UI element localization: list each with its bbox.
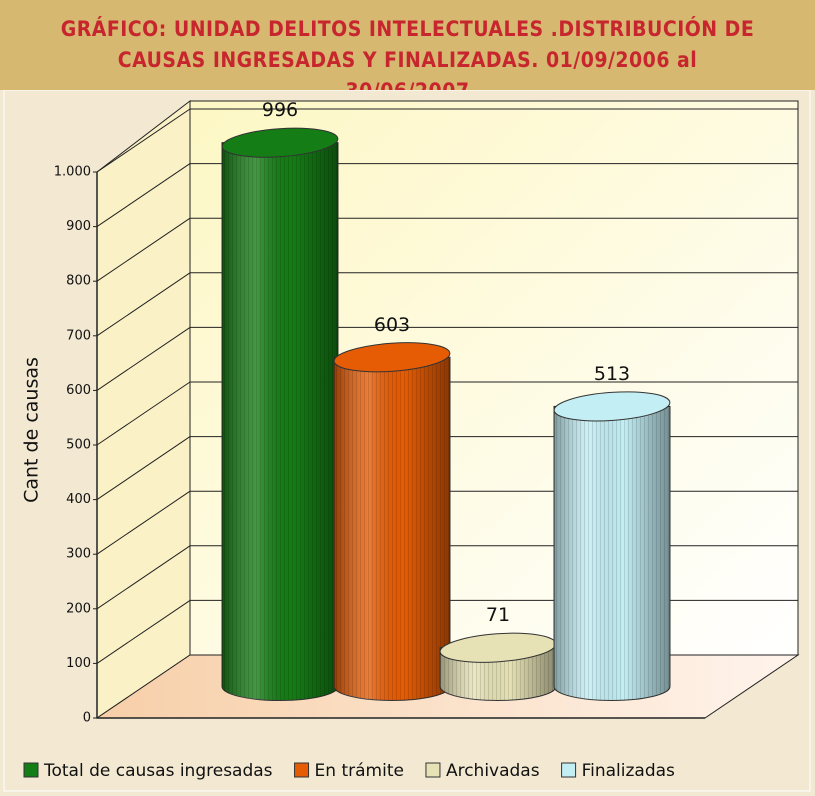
data-label: 996 (262, 99, 298, 121)
y-tick-label: 400 (66, 492, 91, 507)
legend-swatch (294, 762, 310, 778)
legend-swatch (425, 762, 441, 778)
grid-line (96, 326, 191, 391)
grid-line (96, 163, 191, 228)
data-label: 71 (486, 604, 510, 626)
grid-line (96, 436, 191, 501)
bar-stripes (334, 357, 450, 701)
y-tick-label: 900 (66, 219, 91, 234)
grid-line (96, 545, 191, 610)
left-wall (96, 99, 191, 719)
data-label: 603 (374, 314, 410, 336)
y-tick-label: 800 (66, 274, 91, 289)
legend-swatch (23, 762, 39, 778)
chart-title: GRÁFICO: UNIDAD DELITOS INTELECTUALES .D… (0, 0, 815, 103)
y-tick-label: 300 (66, 547, 91, 562)
y-tick-label: 0 (83, 711, 91, 726)
grid-line (96, 599, 191, 664)
data-label: 513 (594, 363, 630, 385)
chart: Cant de causas 0 100 200 300 400 500 600 700 800… (3, 90, 811, 792)
bar-stripes (222, 142, 338, 701)
grid-line (96, 490, 191, 555)
bar-top (333, 342, 451, 373)
bar-top (221, 127, 339, 158)
legend-label: En trámite (315, 761, 404, 781)
legend-label: Archivadas (446, 761, 540, 781)
bar-top (553, 391, 671, 422)
grid-line (96, 217, 191, 282)
y-tick-label: 700 (66, 328, 91, 343)
y-axis-label: Cant de causas (21, 357, 43, 503)
y-tick-label: 100 (66, 656, 91, 671)
grid-line (96, 272, 191, 337)
grid-line (96, 381, 191, 446)
grid-line (96, 108, 191, 173)
bar-stripes (554, 406, 670, 701)
legend-label: Finalizadas (582, 761, 675, 781)
y-tick-label: 500 (66, 438, 91, 453)
y-tick-label: 1.000 (54, 165, 91, 180)
legend-label: Total de causas ingresadas (43, 761, 273, 781)
legend-swatch (561, 762, 577, 778)
y-tick-label: 200 (66, 601, 91, 616)
y-tick-label: 600 (66, 383, 91, 398)
